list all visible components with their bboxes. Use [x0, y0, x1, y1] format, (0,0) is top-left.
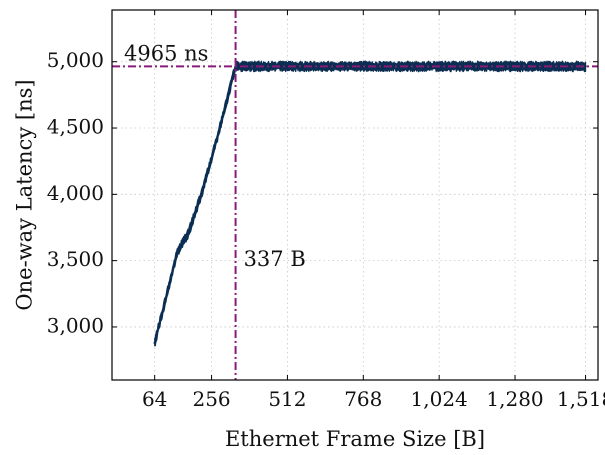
data-point-15: [460, 65, 463, 68]
data-point-5: [211, 153, 214, 156]
y-tick-label-1: 3,500: [47, 247, 104, 271]
tick-labels: 64 256 512 768 1,024 1,280 1,518 3,000 3,500 4,00…: [47, 48, 605, 411]
data-point-0: [153, 341, 156, 345]
data-point-6: [223, 108, 226, 111]
data-point-17: [519, 65, 523, 68]
frame-size-reference-label: 337 B: [244, 247, 306, 271]
data-point-3: [187, 230, 191, 233]
x-tick-label-1: 256: [192, 387, 230, 411]
y-tick-label-2: 4,000: [47, 181, 104, 205]
grid-lines: [112, 10, 598, 380]
x-tick-label-4: 1,024: [411, 387, 468, 411]
data-point-4: [199, 194, 203, 197]
latency-series-band-0: [154, 60, 587, 347]
y-tick-label-0: 3,000: [47, 313, 104, 337]
x-axis-label: Ethernet Frame Size [B]: [225, 427, 485, 451]
axes: [111, 9, 599, 381]
data-point-19: [584, 65, 587, 68]
plot-frame: [111, 9, 599, 381]
y-axis-label: One-way Latency [ns]: [13, 79, 37, 310]
annotation-layer: 4965 ns 337 B: [112, 10, 598, 380]
data-point-10: [312, 65, 315, 68]
data-point-2: [175, 251, 179, 254]
y-tick-label-4: 5,000: [47, 48, 104, 72]
x-tick-label-2: 512: [268, 387, 306, 411]
y-tick-label-3: 4,500: [47, 115, 104, 139]
latency-reference-label: 4965 ns: [124, 41, 208, 65]
x-tick-label-0: 64: [142, 387, 167, 411]
x-tick-label-5: 1,280: [486, 387, 543, 411]
series-layer: [153, 60, 587, 347]
data-point-8: [253, 65, 256, 68]
x-tick-label-3: 768: [344, 387, 382, 411]
data-point-1: [164, 299, 167, 302]
x-tick-label-6: 1,518: [557, 387, 605, 411]
